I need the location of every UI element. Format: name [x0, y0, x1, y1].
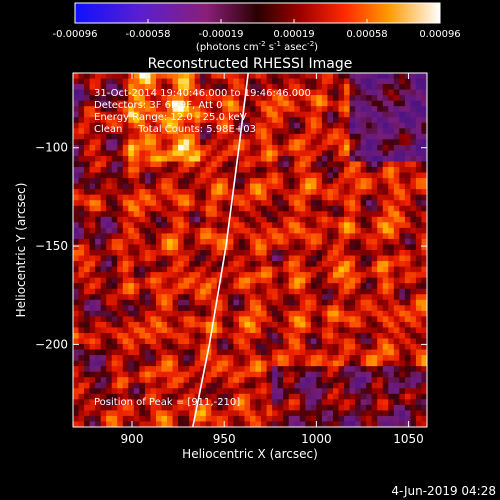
x-axis-label: Heliocentric X (arcsec)	[182, 447, 318, 461]
y-tick-label: −200	[35, 337, 68, 351]
y-axis-ticks: −100 −150 −200	[35, 141, 427, 351]
annotation-energy: Energy Range: 12.0 - 25.0 keV	[94, 112, 247, 123]
chart-title: Reconstructed RHESSI Image	[148, 56, 353, 72]
heatmap-image	[73, 73, 427, 427]
colorbar-tick-label: -0.00058	[126, 29, 171, 40]
colorbar-ticks: -0.00096 -0.00058 -0.00019 0.00019 0.00058 0.…	[53, 19, 461, 40]
colorbar	[74, 2, 441, 24]
y-axis-label: Heliocentric Y (arcsec)	[14, 183, 28, 318]
footer-date: 4-Jun-2019 04:28	[391, 484, 496, 498]
annotation-peak: Position of Peak = [911,-210]	[94, 397, 241, 408]
colorbar-tick-label: 0.00019	[273, 29, 314, 40]
x-tick-label: 950	[213, 432, 236, 446]
y-tick-label: −150	[35, 239, 68, 253]
x-axis-ticks: 900 950 1000 1050	[121, 73, 424, 446]
solar-limb-line	[192, 73, 249, 427]
y-tick-label: −100	[35, 141, 68, 155]
colorbar-unit: (photons cm-2 s-1 asec-2)	[196, 40, 318, 53]
x-tick-label: 900	[121, 432, 144, 446]
plot-frame	[72, 72, 428, 428]
colorbar-tick-label: -0.00096	[53, 29, 98, 40]
annotation-counts: Clean Total Counts: 5.98E+03	[94, 124, 256, 135]
x-tick-label: 1000	[301, 432, 332, 446]
colorbar-tick-label: -0.00019	[199, 29, 244, 40]
annotation-time: 31-Oct-2014 19:40:46.000 to 19:46:46.000	[94, 88, 311, 99]
annotation-detectors: Detectors: 3F 6F 9F, Att 0	[94, 100, 223, 111]
colorbar-tick-label: 0.00058	[346, 29, 387, 40]
colorbar-tick-label: 0.00096	[419, 29, 460, 40]
x-tick-label: 1050	[393, 432, 424, 446]
